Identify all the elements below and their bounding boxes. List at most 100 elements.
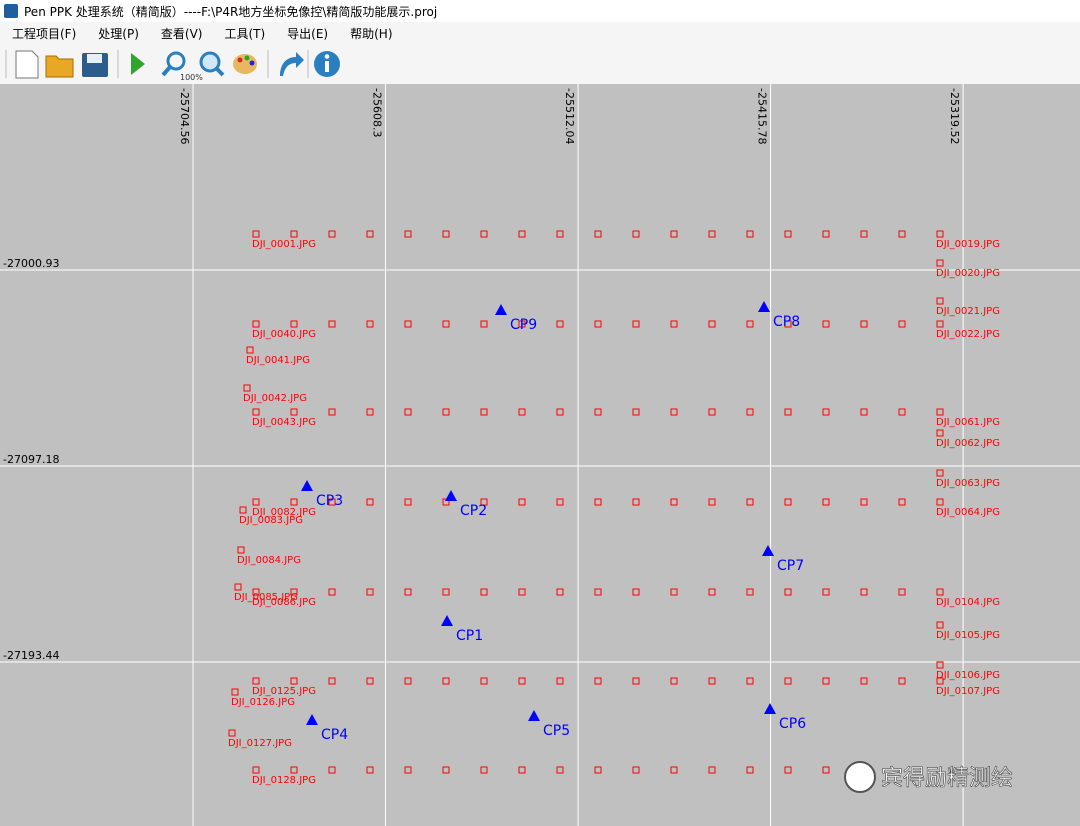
run-button[interactable] xyxy=(131,53,145,75)
photo-marker xyxy=(860,677,868,685)
photo-marker xyxy=(784,588,792,596)
photo-marker xyxy=(594,766,602,774)
photo-marker xyxy=(708,766,716,774)
photo-marker xyxy=(670,588,678,596)
photo-marker xyxy=(898,677,906,685)
photo-label: DJI_0021.JPG xyxy=(936,306,1000,317)
control-point-label: CP1 xyxy=(456,628,483,644)
photo-label: DJI_0107.JPG xyxy=(936,686,1000,697)
photo-marker xyxy=(746,766,754,774)
photo-marker xyxy=(632,766,640,774)
photo-marker xyxy=(670,498,678,506)
control-point-label: CP6 xyxy=(779,716,806,732)
photo-marker xyxy=(480,230,488,238)
photo-marker xyxy=(556,766,564,774)
photo-marker xyxy=(442,408,450,416)
photo-marker xyxy=(404,766,412,774)
plot-area: -25704.56 -25608.3 -25512.04 -25415.78 -2531… xyxy=(0,84,1080,826)
about-button[interactable] xyxy=(314,51,340,77)
photo-marker xyxy=(231,688,239,696)
photo-marker xyxy=(328,766,336,774)
zoom-fit-button[interactable]: 100% xyxy=(161,51,203,82)
photo-label: DJI_0104.JPG xyxy=(936,597,1000,608)
photo-label: DJI_0086.JPG xyxy=(252,597,316,608)
photo-marker xyxy=(822,408,830,416)
control-point-label: CP8 xyxy=(773,314,800,330)
photo-label: DJI_0105.JPG xyxy=(936,630,1000,641)
photo-marker xyxy=(936,661,944,669)
menu-item[interactable]: 处理(P) xyxy=(98,26,139,41)
photo-marker xyxy=(670,230,678,238)
photo-marker xyxy=(442,588,450,596)
app-icon xyxy=(4,4,18,18)
control-point xyxy=(441,615,453,627)
photo-marker xyxy=(442,230,450,238)
menu-item[interactable]: 导出(E) xyxy=(287,26,329,41)
x-tick-label: -25319.52 xyxy=(948,88,961,144)
photo-marker xyxy=(784,766,792,774)
redo-button[interactable] xyxy=(280,52,304,76)
control-point xyxy=(301,480,313,492)
menu-item[interactable]: 工具(T) xyxy=(224,26,266,41)
menu-item[interactable]: 工程项目(F) xyxy=(12,26,77,41)
photo-marker xyxy=(252,498,260,506)
photo-marker xyxy=(898,230,906,238)
photo-marker xyxy=(366,408,374,416)
menu-item[interactable]: 帮助(H) xyxy=(350,26,393,41)
photo-marker xyxy=(556,230,564,238)
photo-marker xyxy=(442,766,450,774)
menu-item[interactable]: 查看(V) xyxy=(160,26,203,41)
photo-marker xyxy=(328,320,336,328)
photo-marker xyxy=(518,498,526,506)
photo-marker xyxy=(480,766,488,774)
photo-marker xyxy=(404,408,412,416)
y-tick-label: -27097.18 xyxy=(3,453,59,466)
photo-marker xyxy=(784,320,792,328)
photo-marker xyxy=(518,677,526,685)
photo-label: DJI_0062.JPG xyxy=(936,438,1000,449)
photo-marker xyxy=(366,320,374,328)
photo-label: DJI_0106.JPG xyxy=(936,670,1000,681)
photo-marker xyxy=(936,429,944,437)
photo-marker xyxy=(632,588,640,596)
photo-marker xyxy=(237,546,245,554)
x-tick-label: -25608.3 xyxy=(371,88,384,137)
photo-marker xyxy=(936,408,944,416)
color-button[interactable] xyxy=(233,54,257,74)
photo-marker xyxy=(898,588,906,596)
photo-marker xyxy=(290,320,298,328)
photo-marker xyxy=(328,677,336,685)
photo-marker xyxy=(670,677,678,685)
photo-marker xyxy=(860,408,868,416)
photo-marker xyxy=(746,677,754,685)
photo-label: DJI_0127.JPG xyxy=(228,738,292,749)
photo-label: DJI_0019.JPG xyxy=(936,239,1000,250)
photo-marker xyxy=(518,230,526,238)
save-button[interactable] xyxy=(82,53,108,77)
photo-marker xyxy=(556,320,564,328)
photo-marker xyxy=(328,230,336,238)
photo-marker xyxy=(228,729,236,737)
photo-label: DJI_0042.JPG xyxy=(243,393,307,404)
photo-marker xyxy=(518,320,526,328)
photo-label: DJI_0082.JPG xyxy=(252,507,316,518)
photo-marker xyxy=(366,766,374,774)
photo-marker xyxy=(936,621,944,629)
new-button[interactable] xyxy=(15,50,39,79)
photo-marker xyxy=(632,408,640,416)
open-button[interactable] xyxy=(45,55,74,78)
photo-marker xyxy=(290,408,298,416)
photo-marker xyxy=(936,297,944,305)
photo-marker xyxy=(708,320,716,328)
plot-background xyxy=(0,84,1080,826)
photo-marker xyxy=(670,320,678,328)
photo-marker xyxy=(784,408,792,416)
photo-label: DJI_0083.JPG xyxy=(239,515,303,526)
photo-marker xyxy=(328,408,336,416)
photo-marker xyxy=(594,320,602,328)
photo-marker xyxy=(366,588,374,596)
photo-marker xyxy=(518,588,526,596)
control-point-label: CP5 xyxy=(543,723,570,739)
zoom-button[interactable] xyxy=(199,51,225,77)
photo-marker xyxy=(746,320,754,328)
